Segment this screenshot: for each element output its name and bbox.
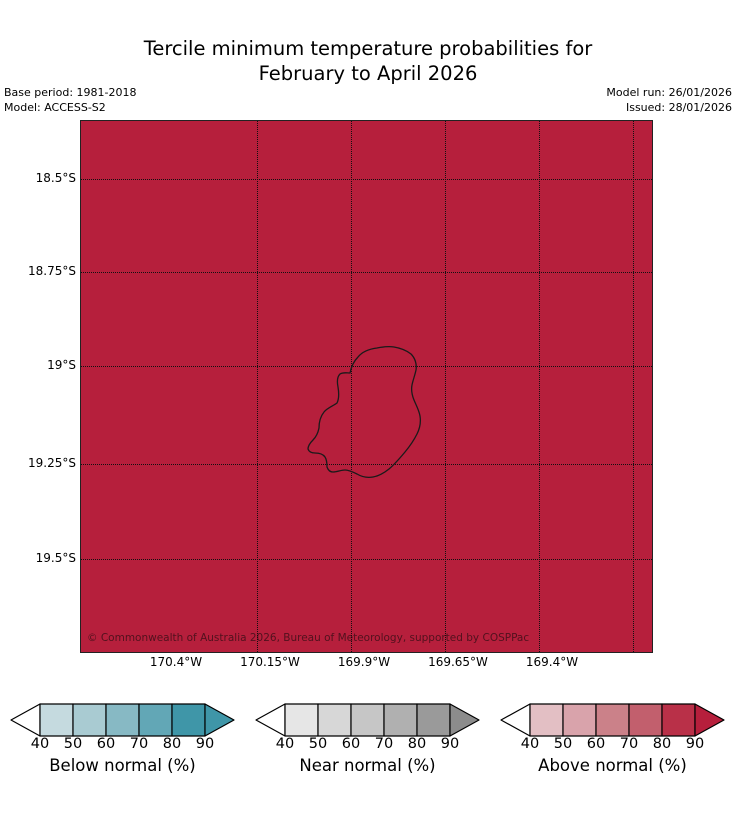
y-tick-label: 19°S xyxy=(47,358,76,372)
gridline-horizontal xyxy=(81,179,652,180)
y-axis-ticks: 18.5°S 18.75°S 19°S 19.25°S 19.5°S xyxy=(0,120,76,653)
x-tick-label: 170.4°W xyxy=(149,655,203,669)
cbar-under-arrow xyxy=(255,703,286,737)
x-tick-label: 169.4°W xyxy=(525,655,579,669)
cbar-tick-label: 70 xyxy=(374,736,394,752)
cbar-tick-label: 50 xyxy=(63,736,83,752)
cbar-tick-label: 90 xyxy=(440,736,460,752)
metadata-left: Base period: 1981-2018 Model: ACCESS-S2 xyxy=(4,85,136,115)
colorbar-ticks-near: 40 50 60 70 80 90 xyxy=(251,736,483,756)
legend-row: 40 50 60 70 80 90 Below normal (%) xyxy=(0,694,736,794)
colorbar-ticks-below: 40 50 60 70 80 90 xyxy=(6,736,238,756)
gridline-vertical xyxy=(445,121,446,652)
cbar-tick-label: 60 xyxy=(586,736,606,752)
x-axis-ticks: 170.4°W 170.15°W 169.9°W 169.65°W 169.4°… xyxy=(80,655,653,675)
colorbar-swatches-near xyxy=(251,702,483,738)
colorbar-swatches-below xyxy=(6,702,238,738)
colorbar-title-above: Above normal (%) xyxy=(538,756,687,775)
y-tick-label: 19.25°S xyxy=(28,456,76,470)
cbar-tick-label: 70 xyxy=(619,736,639,752)
y-tick-label: 18.75°S xyxy=(28,264,76,278)
issued-text: Issued: 28/01/2026 xyxy=(625,101,732,114)
metadata-right: Model run: 26/01/2026 Issued: 28/01/2026 xyxy=(606,85,732,115)
cbar-tick-label: 40 xyxy=(520,736,540,752)
cbar-tick-label: 50 xyxy=(553,736,573,752)
gridline-horizontal xyxy=(81,366,652,367)
colorbar-title-below: Below normal (%) xyxy=(49,756,196,775)
colorbar-below-svg xyxy=(10,703,235,737)
gridline-vertical xyxy=(257,121,258,652)
cbar-tick-label: 70 xyxy=(129,736,149,752)
x-tick-label: 170.15°W xyxy=(240,655,300,669)
cbar-tick-label: 80 xyxy=(407,736,427,752)
colorbar-above-svg xyxy=(500,703,725,737)
gridline-vertical xyxy=(633,121,634,652)
map-plot-area[interactable]: © Commonwealth of Australia 2026, Bureau… xyxy=(80,120,653,653)
copyright-notice: © Commonwealth of Australia 2026, Bureau… xyxy=(87,632,530,644)
cbar-tick-label: 60 xyxy=(96,736,116,752)
gridline-vertical xyxy=(539,121,540,652)
cbar-under-arrow xyxy=(10,703,41,737)
title-line-2: February to April 2026 xyxy=(258,62,478,85)
colorbar-near-normal[interactable]: 40 50 60 70 80 90 Near normal (%) xyxy=(245,694,490,794)
y-tick-label: 18.5°S xyxy=(35,171,76,185)
cbar-tick-label: 60 xyxy=(341,736,361,752)
colorbar-below-normal[interactable]: 40 50 60 70 80 90 Below normal (%) xyxy=(0,694,245,794)
cbar-tick-label: 50 xyxy=(308,736,328,752)
cbar-tick-label: 80 xyxy=(162,736,182,752)
title-line-1: Tercile minimum temperature probabilitie… xyxy=(143,37,593,60)
colorbar-near-svg xyxy=(255,703,480,737)
gridline-horizontal xyxy=(81,464,652,465)
cbar-tick-label: 80 xyxy=(652,736,672,752)
x-tick-label: 169.65°W xyxy=(428,655,488,669)
cbar-tick-label: 90 xyxy=(685,736,705,752)
gridline-horizontal xyxy=(81,559,652,560)
cbar-tick-label: 40 xyxy=(275,736,295,752)
cbar-tick-label: 40 xyxy=(30,736,50,752)
gridline-horizontal xyxy=(81,272,652,273)
gridline-vertical xyxy=(351,121,352,652)
base-period-text: Base period: 1981-2018 xyxy=(4,86,137,99)
colorbar-above-normal[interactable]: 40 50 60 70 80 90 Above normal (%) xyxy=(490,694,735,794)
cbar-tick-label: 90 xyxy=(195,736,215,752)
y-tick-label: 19.5°S xyxy=(35,551,76,565)
model-run-text: Model run: 26/01/2026 xyxy=(606,86,732,99)
colorbar-swatches-above xyxy=(496,702,728,738)
model-text: Model: ACCESS-S2 xyxy=(4,101,106,114)
cbar-over-arrow xyxy=(449,703,480,737)
probability-field-fill xyxy=(81,121,652,652)
colorbar-title-near: Near normal (%) xyxy=(299,756,436,775)
cbar-over-arrow xyxy=(204,703,235,737)
cbar-under-arrow xyxy=(500,703,531,737)
cbar-over-arrow xyxy=(694,703,725,737)
colorbar-ticks-above: 40 50 60 70 80 90 xyxy=(496,736,728,756)
x-tick-label: 169.9°W xyxy=(337,655,391,669)
page-title: Tercile minimum temperature probabilitie… xyxy=(0,36,736,86)
